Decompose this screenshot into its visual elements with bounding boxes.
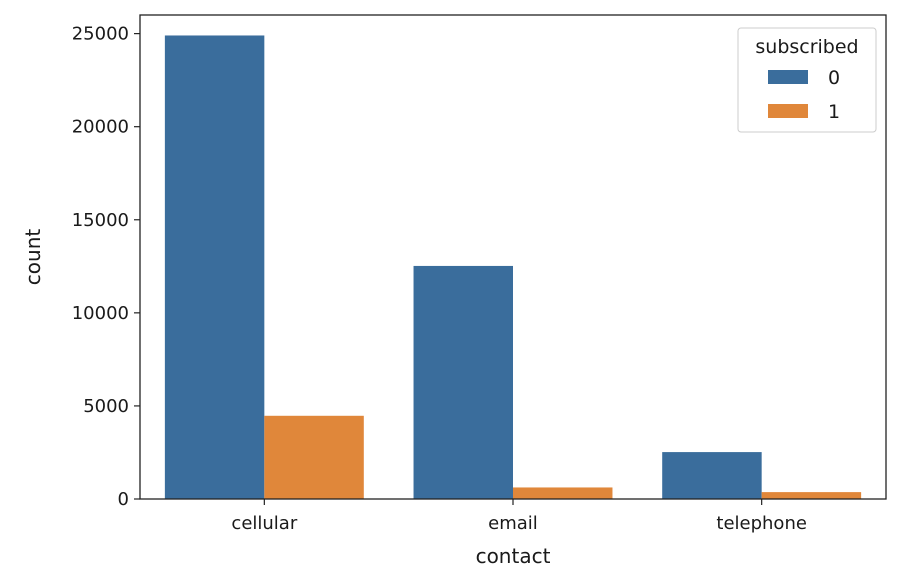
legend: subscribed 01 xyxy=(737,27,877,133)
legend-swatch-1 xyxy=(768,104,808,118)
legend-title: subscribed xyxy=(755,36,858,58)
y-tick-label: 25000 xyxy=(72,24,129,45)
legend-items: 01 xyxy=(768,67,840,123)
bar-cellular-subscribed-1 xyxy=(264,415,364,499)
plot-frame xyxy=(139,14,887,500)
x-tick-label-cellular: cellular xyxy=(231,513,297,534)
x-tick-label-telephone: telephone xyxy=(716,513,807,534)
y-tick-label: 10000 xyxy=(72,303,129,324)
y-tick-label: 15000 xyxy=(72,210,129,231)
bar-telephone-subscribed-1 xyxy=(761,492,862,499)
x-axis: cellular email telephone xyxy=(231,499,807,534)
legend-label-0: 0 xyxy=(828,67,840,89)
x-tick-label-email: email xyxy=(488,513,538,534)
y-tick-label: 0 xyxy=(118,489,129,510)
bar-email-subscribed-1 xyxy=(513,487,613,499)
y-axis: 0 5000 10000 15000 20000 25000 xyxy=(72,24,140,510)
bar-email-subscribed-0 xyxy=(413,265,513,499)
bars-group xyxy=(164,35,862,499)
bar-cellular-subscribed-0 xyxy=(164,35,265,499)
y-axis-label: count xyxy=(21,229,45,286)
x-axis-label: contact xyxy=(476,544,551,568)
bar-telephone-subscribed-0 xyxy=(662,452,762,499)
y-tick-label: 20000 xyxy=(72,117,129,138)
y-tick-label: 5000 xyxy=(83,396,129,417)
legend-swatch-0 xyxy=(768,70,808,84)
legend-label-1: 1 xyxy=(828,101,840,123)
